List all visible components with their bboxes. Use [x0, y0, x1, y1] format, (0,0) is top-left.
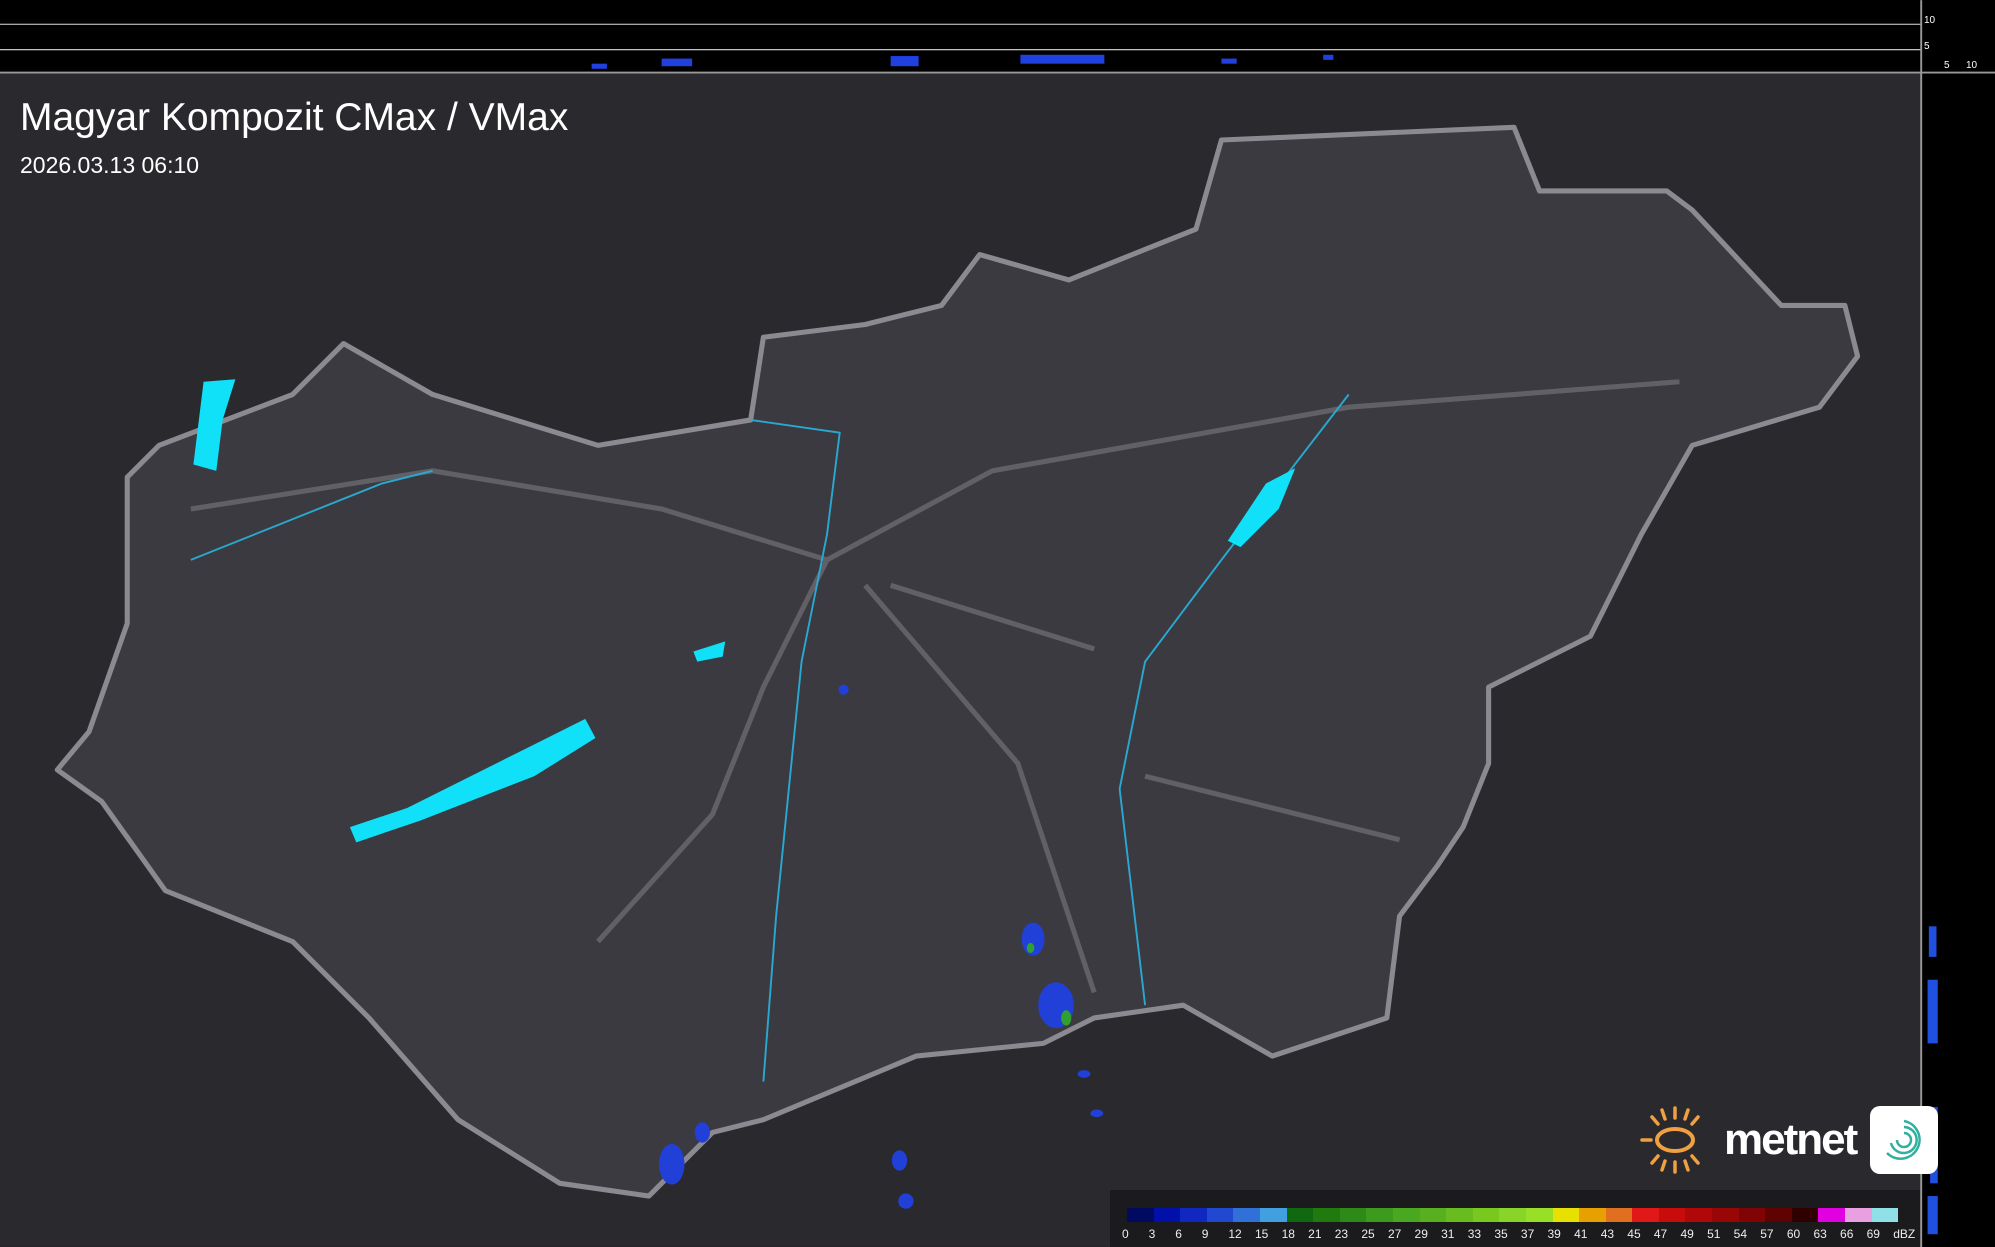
- legend-swatch: [1339, 1208, 1367, 1222]
- legend-label: 63: [1813, 1227, 1827, 1241]
- legend-swatch: [1552, 1208, 1580, 1222]
- map-title: Magyar Kompozit CMax / VMax: [20, 96, 569, 139]
- legend-swatch: [1818, 1208, 1846, 1222]
- legend-swatch: [1791, 1208, 1819, 1222]
- legend-label: 49: [1680, 1227, 1694, 1241]
- legend-swatch: [1525, 1208, 1553, 1222]
- legend-label: 15: [1254, 1227, 1269, 1241]
- legend-label: 0: [1122, 1227, 1129, 1241]
- legend-unit: dBZ: [1893, 1227, 1916, 1241]
- legend-swatch: [1419, 1208, 1447, 1222]
- legend-swatch: [1871, 1208, 1899, 1222]
- metnet-logo: metnet: [1640, 1105, 1939, 1175]
- legend-swatch: [1738, 1208, 1766, 1222]
- legend-swatch: [1605, 1208, 1633, 1222]
- legend-label: 23: [1334, 1227, 1349, 1241]
- legend-label: 45: [1627, 1227, 1641, 1241]
- legend-label: 43: [1600, 1227, 1615, 1241]
- legend-label: 27: [1387, 1227, 1402, 1241]
- legend-label: 69: [1866, 1227, 1880, 1241]
- legend-swatch: [1206, 1208, 1234, 1222]
- legend-label: 60: [1786, 1227, 1801, 1241]
- legend-label: 47: [1653, 1227, 1668, 1241]
- legend-swatch: [1472, 1208, 1500, 1222]
- legend-swatch: [1446, 1208, 1473, 1222]
- legend-label: 39: [1547, 1227, 1561, 1241]
- right-profile-strip: [1921, 0, 1995, 1247]
- legend-swatch: [1392, 1208, 1420, 1222]
- timestamp: 2026.03.13 06:10: [20, 152, 200, 178]
- profile-echoes: [591, 54, 1334, 69]
- legend-swatch: [1765, 1208, 1792, 1222]
- legend-label: 66: [1840, 1227, 1854, 1241]
- legend-label: 33: [1467, 1227, 1482, 1241]
- legend-swatch: [1259, 1208, 1287, 1222]
- legend-label: 29: [1414, 1227, 1428, 1241]
- legend-label: 9: [1201, 1227, 1209, 1241]
- legend-label: 51: [1707, 1227, 1721, 1241]
- legend-swatches: [1127, 1208, 1899, 1222]
- legend-swatch: [1313, 1208, 1340, 1222]
- legend-swatch: [1658, 1208, 1686, 1222]
- legend-label: 25: [1361, 1227, 1375, 1241]
- legend-label: 37: [1520, 1227, 1535, 1241]
- lakes: [193, 379, 1296, 843]
- profile-tick: 10: [1966, 60, 1978, 71]
- dbz-color-legend: 0 3 6 9 12 15 18 21 23 25 27 29 31 33 35 37 39 41 43 45 47 49…: [1110, 1190, 1920, 1247]
- legend-label: 57: [1760, 1227, 1774, 1241]
- legend-labels: 0 3 6 9 12 15 18 21 23 25 27 29 31 33 35 37 39 41 43 45 47 49…: [1122, 1227, 1920, 1241]
- legend-label: 12: [1228, 1227, 1242, 1241]
- top-profile-strip: [0, 0, 1922, 73]
- hungary-border: [54, 124, 1861, 1199]
- legend-swatch: [1180, 1208, 1207, 1222]
- legend-label: 54: [1733, 1227, 1748, 1241]
- legend-label: 3: [1148, 1227, 1156, 1241]
- legend-label: 31: [1441, 1227, 1455, 1241]
- legend-swatch: [1366, 1208, 1393, 1222]
- legend-label: 18: [1281, 1227, 1295, 1241]
- legend-label: 35: [1494, 1227, 1508, 1241]
- legend-swatch: [1153, 1208, 1181, 1222]
- sun-icon: [1640, 1106, 1700, 1174]
- profile-tick: 5: [1924, 41, 1930, 52]
- profile-tick: 5: [1944, 60, 1950, 71]
- legend-label: 6: [1175, 1227, 1182, 1241]
- legend-label: 21: [1308, 1227, 1322, 1241]
- legend-swatch: [1685, 1208, 1713, 1222]
- profile-tick: 10: [1924, 15, 1936, 26]
- legend-label: 41: [1574, 1227, 1588, 1241]
- legend-swatch: [1632, 1208, 1659, 1222]
- legend-swatch: [1712, 1208, 1739, 1222]
- legend-swatch: [1579, 1208, 1606, 1222]
- radar-echoes: [659, 684, 1104, 1209]
- legend-swatch: [1845, 1208, 1872, 1222]
- app-icon: [1870, 1106, 1939, 1174]
- legend-swatch: [1286, 1208, 1314, 1222]
- logo-text: metnet: [1724, 1115, 1858, 1164]
- legend-swatch: [1499, 1208, 1526, 1222]
- legend-swatch: [1127, 1208, 1154, 1222]
- legend-swatch: [1233, 1208, 1260, 1222]
